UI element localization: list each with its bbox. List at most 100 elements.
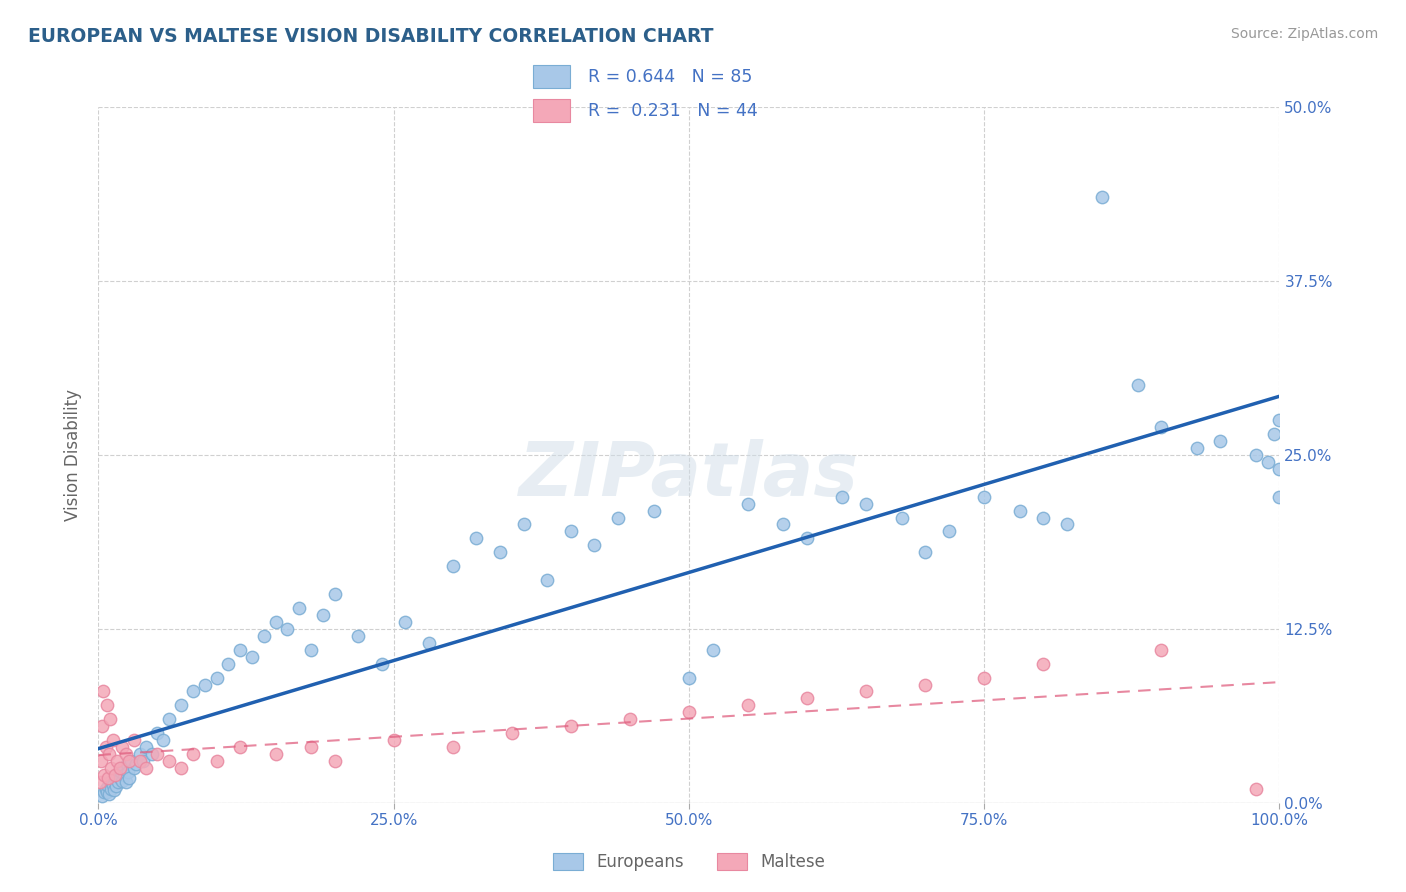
Point [501, 726, 523, 740]
Point [105, 754, 128, 768]
Point [560, 719, 582, 733]
Point [125, 756, 148, 771]
Point [831, 490, 853, 504]
Point [97, 771, 120, 785]
Point [104, 771, 127, 785]
Point [890, 510, 912, 524]
Point [643, 503, 665, 517]
Point [194, 677, 217, 691]
Point [312, 607, 335, 622]
Point [181, 747, 204, 761]
Point [91, 789, 114, 803]
Point [1268, 462, 1291, 476]
Point [91, 719, 114, 733]
Point [855, 684, 877, 698]
Point [607, 510, 630, 524]
Point [114, 747, 136, 761]
Point [583, 538, 606, 552]
Point [1209, 434, 1232, 448]
Point [394, 615, 416, 629]
Point [157, 712, 180, 726]
Point [253, 629, 276, 643]
Point [973, 671, 995, 685]
Point [101, 733, 124, 747]
Point [91, 684, 114, 698]
Point [240, 649, 263, 664]
Point [152, 733, 174, 747]
Point [94, 781, 117, 796]
Point [678, 706, 700, 720]
Point [264, 747, 287, 761]
Point [100, 761, 122, 775]
Point [1244, 448, 1267, 462]
Point [441, 559, 464, 574]
Point [135, 761, 157, 775]
Point [1244, 781, 1267, 796]
Point [217, 657, 239, 671]
Point [1126, 378, 1149, 392]
Point [382, 733, 405, 747]
Point [157, 754, 180, 768]
Point [98, 788, 121, 802]
Point [98, 747, 121, 761]
Point [122, 761, 145, 775]
Point [117, 765, 139, 780]
Point [112, 761, 135, 775]
Point [1032, 510, 1054, 524]
Point [299, 740, 322, 755]
Point [110, 765, 132, 780]
Point [94, 740, 117, 755]
Point [465, 532, 488, 546]
Point [347, 629, 370, 643]
Legend: Europeans, Maltese: Europeans, Maltese [546, 847, 832, 878]
Text: R = 0.644   N = 85: R = 0.644 N = 85 [588, 68, 752, 86]
Point [146, 726, 169, 740]
Point [170, 761, 193, 775]
Point [737, 497, 759, 511]
Point [101, 778, 124, 792]
Point [146, 747, 169, 761]
Point [619, 712, 641, 726]
Point [132, 754, 155, 768]
Point [108, 771, 131, 785]
Point [128, 747, 150, 761]
Point [441, 740, 464, 755]
Point [121, 754, 143, 768]
Point [111, 773, 134, 788]
Point [114, 775, 136, 789]
Point [1263, 427, 1285, 442]
Point [772, 517, 794, 532]
Point [98, 775, 121, 789]
Point [1032, 657, 1054, 671]
Point [111, 740, 134, 755]
Point [105, 779, 128, 793]
Point [100, 781, 122, 796]
Point [1150, 420, 1173, 434]
Point [796, 691, 818, 706]
Point [1150, 642, 1173, 657]
Point [1008, 503, 1031, 517]
Text: EUROPEAN VS MALTESE VISION DISABILITY CORRELATION CHART: EUROPEAN VS MALTESE VISION DISABILITY CO… [28, 27, 714, 45]
Point [1056, 517, 1078, 532]
Point [323, 587, 346, 601]
Text: R =  0.231   N = 44: R = 0.231 N = 44 [588, 102, 758, 120]
Point [323, 754, 346, 768]
Point [299, 642, 322, 657]
Point [229, 740, 252, 755]
Point [418, 636, 440, 650]
Y-axis label: Vision Disability: Vision Disability [65, 389, 83, 521]
Point [141, 747, 163, 761]
Point [93, 785, 115, 799]
FancyBboxPatch shape [533, 65, 569, 88]
Point [914, 677, 936, 691]
Point [229, 642, 252, 657]
Point [104, 768, 127, 782]
Point [135, 740, 157, 755]
Point [122, 733, 145, 747]
Point [103, 783, 125, 797]
Point [108, 761, 131, 775]
Point [560, 524, 582, 539]
Point [118, 771, 141, 785]
Point [1257, 455, 1279, 469]
Point [536, 573, 558, 587]
